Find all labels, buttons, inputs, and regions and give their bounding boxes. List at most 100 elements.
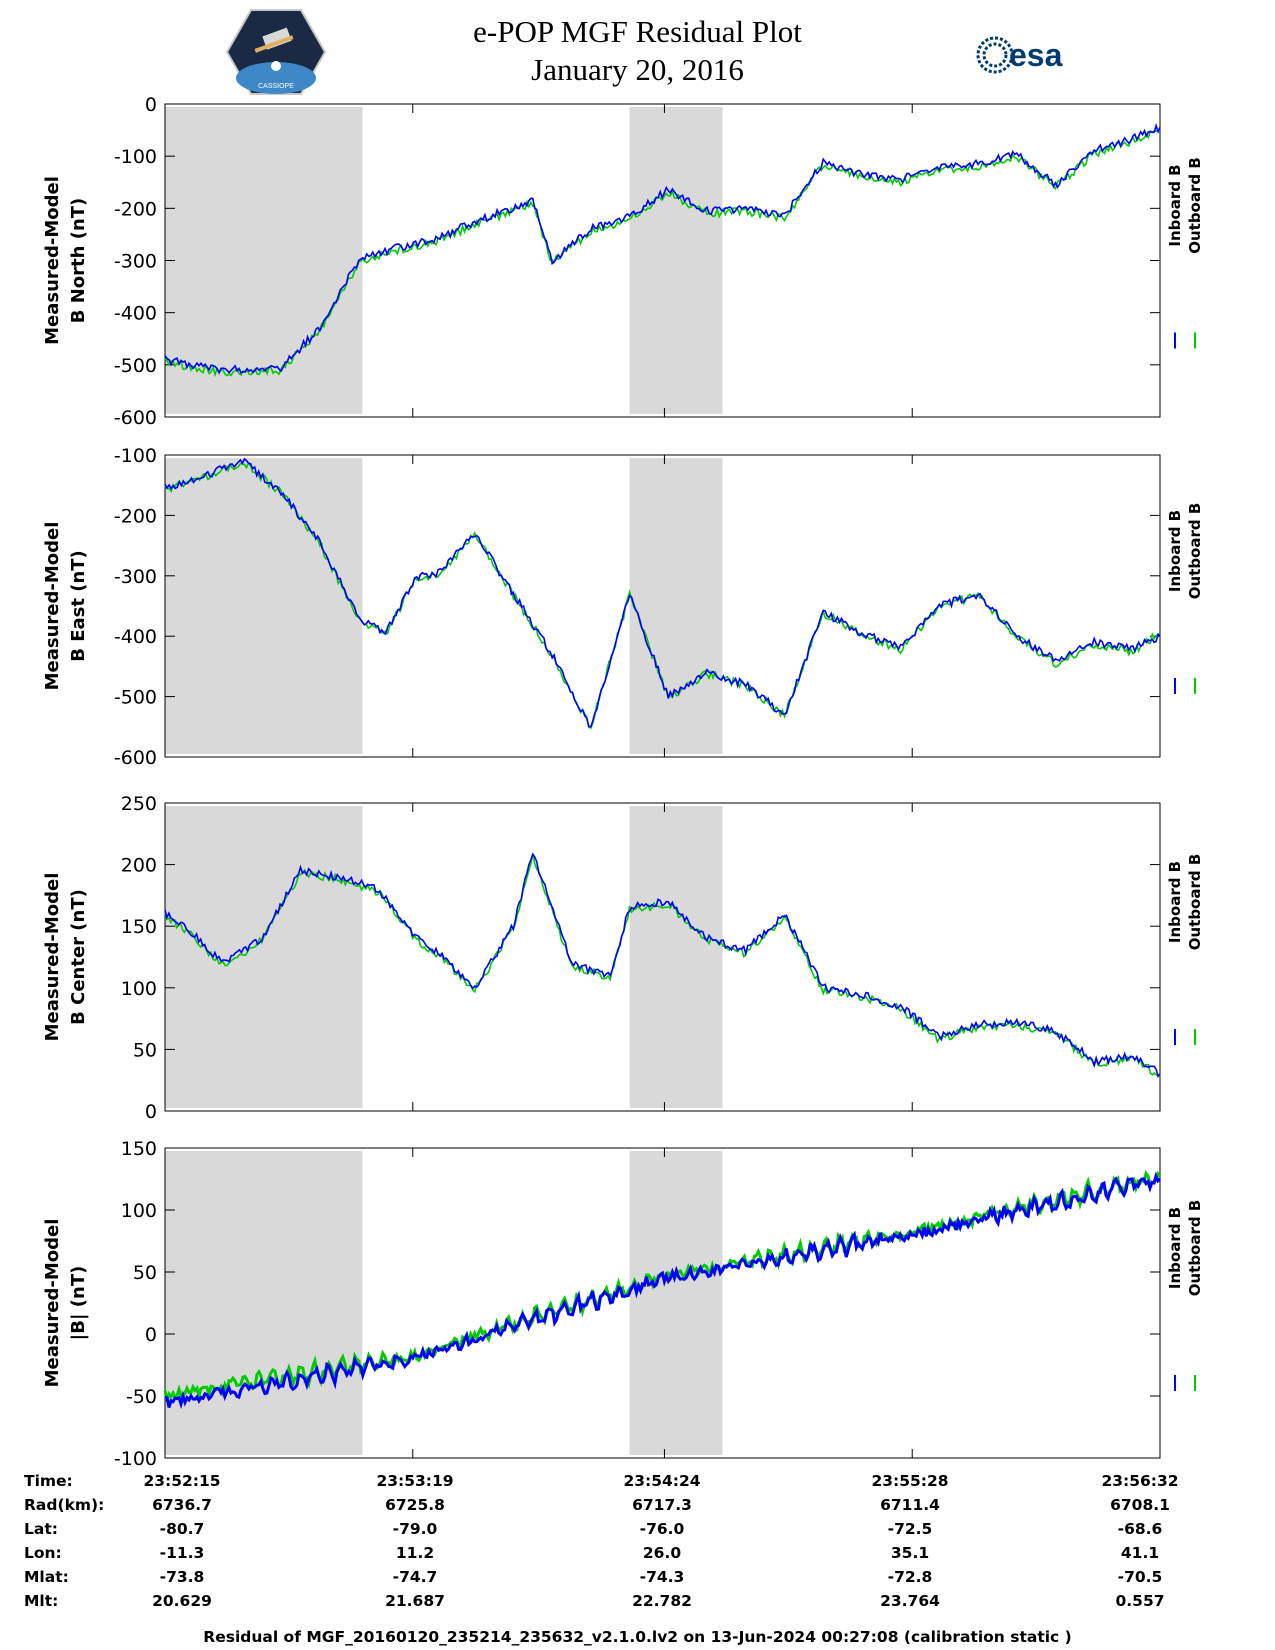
- footer-note: Residual of MGF_20160120_235214_235632_v…: [203, 1628, 1072, 1646]
- shaded-interval: [629, 107, 723, 414]
- y-axis-label: Measured-Model: [42, 176, 63, 345]
- plot-frame: [164, 1147, 1161, 1459]
- y-tick-label: 100: [121, 978, 157, 1000]
- shaded-interval: [165, 107, 363, 414]
- footer-cell: -72.5: [887, 1520, 933, 1538]
- footer-cell: 20.629: [152, 1592, 212, 1610]
- footer-cell: 41.1: [1120, 1544, 1160, 1562]
- series-line-outboard: [164, 129, 1161, 378]
- cassiope-logo-text: CASSIOPE: [258, 83, 294, 90]
- footer-cell: -73.8: [159, 1568, 205, 1586]
- y-tick-label: -100: [114, 1448, 157, 1470]
- y-tick-label: -600: [114, 747, 157, 769]
- y-tick-label: -400: [114, 303, 157, 325]
- legend-label-outboard: Outboard B: [1186, 157, 1204, 254]
- y-axis-label: Measured-Model: [42, 522, 63, 691]
- shaded-interval: [165, 1151, 363, 1455]
- y-tick-label: -200: [114, 505, 157, 527]
- footer-cell: -11.3: [159, 1544, 205, 1562]
- footer-cell: 23.764: [880, 1592, 940, 1610]
- y-tick-label: -600: [114, 407, 157, 429]
- chart-title-line2: January 20, 2016: [531, 52, 744, 87]
- footer-cell: -74.7: [392, 1568, 438, 1586]
- footer-cell: 6725.8: [385, 1496, 445, 1514]
- y-tick-label: -50: [126, 1386, 157, 1408]
- footer-row-label: Mlat:: [24, 1568, 69, 1586]
- shaded-interval: [165, 806, 363, 1108]
- y-tick-label: 0: [145, 1324, 157, 1346]
- footer-row-label: Mlt:: [24, 1592, 59, 1610]
- y-tick-label: -100: [114, 445, 157, 467]
- series-line-outboard: [164, 853, 1161, 1078]
- legend-label-inboard: Inboard B: [1166, 164, 1184, 246]
- footer-cell: -79.0: [392, 1520, 438, 1538]
- y-tick-label: 100: [121, 1200, 157, 1222]
- footer-cell: 6708.1: [1110, 1496, 1170, 1514]
- footer-cell: 23:54:24: [623, 1472, 701, 1490]
- y-tick-label: 0: [145, 1101, 157, 1123]
- y-tick-label: -300: [114, 251, 157, 273]
- footer-row-label: Lat:: [24, 1520, 58, 1538]
- footer-cell: 35.1: [890, 1544, 930, 1562]
- legend-label-outboard: Outboard B: [1186, 503, 1204, 600]
- plot-frame: [164, 802, 1161, 1112]
- series-line-inboard: [164, 122, 1161, 375]
- footer-cell: -68.6: [1117, 1520, 1163, 1538]
- y-tick-label: 50: [133, 1039, 157, 1061]
- y-axis-label: B East (nT): [68, 550, 89, 662]
- esa-logo: esa: [976, 36, 1063, 74]
- shaded-interval: [629, 1151, 723, 1455]
- footer-row-label: Time:: [24, 1472, 73, 1490]
- y-tick-label: -400: [114, 626, 157, 648]
- footer-row-label: Rad(km):: [24, 1496, 105, 1514]
- y-tick-label: -100: [114, 146, 157, 168]
- legend-label-inboard: Inboard B: [1166, 861, 1184, 943]
- footer-cell: 22.782: [632, 1592, 692, 1610]
- y-axis-label: Measured-Model: [42, 1219, 63, 1388]
- legend-label-outboard: Outboard B: [1186, 854, 1204, 951]
- footer-cell: 23:52:15: [143, 1472, 221, 1490]
- chart-title-line1: e-POP MGF Residual Plot: [473, 14, 802, 49]
- footer-cell: 23:55:28: [871, 1472, 949, 1490]
- legend-label-inboard: Inboard B: [1166, 1207, 1184, 1289]
- y-tick-label: -500: [114, 355, 157, 377]
- footer-cell: -74.3: [639, 1568, 685, 1586]
- footer-cell: -70.5: [1117, 1568, 1163, 1586]
- footer-cell: 23:56:32: [1101, 1472, 1179, 1490]
- y-axis-label: B Center (nT): [68, 889, 89, 1025]
- y-axis-label: |B| (nT): [68, 1266, 89, 1341]
- y-tick-label: -200: [114, 198, 157, 220]
- y-axis-label: Measured-Model: [42, 873, 63, 1042]
- shaded-interval: [629, 806, 723, 1108]
- shaded-interval: [629, 458, 723, 754]
- y-tick-label: -300: [114, 566, 157, 588]
- y-tick-label: 50: [133, 1262, 157, 1284]
- footer-cell: -76.0: [639, 1520, 685, 1538]
- footer-cell: 26.0: [642, 1544, 682, 1562]
- cassiope-logo: CASSIOPE: [226, 9, 326, 95]
- footer-cell: 23:53:19: [376, 1472, 454, 1490]
- footer-cell: 11.2: [395, 1544, 435, 1562]
- footer-cell: 21.687: [385, 1592, 445, 1610]
- y-tick-label: 150: [121, 1138, 157, 1160]
- y-tick-label: 150: [121, 916, 157, 938]
- series-line-inboard: [164, 852, 1161, 1078]
- footer-cell: 6711.4: [880, 1496, 940, 1514]
- footer-cell: -72.8: [887, 1568, 933, 1586]
- footer-cell: 6736.7: [152, 1496, 212, 1514]
- esa-logo-text: esa: [1009, 37, 1063, 73]
- y-axis-label: B North (nT): [68, 198, 89, 324]
- footer-cell: -80.7: [159, 1520, 205, 1538]
- y-tick-label: 200: [121, 855, 157, 877]
- footer-cell: 0.557: [1115, 1592, 1165, 1610]
- legend-label-outboard: Outboard B: [1186, 1200, 1204, 1297]
- y-tick-label: 0: [145, 94, 157, 116]
- footer-cell: 6717.3: [632, 1496, 692, 1514]
- footer-row-label: Lon:: [24, 1544, 62, 1562]
- plot-frame: [164, 454, 1161, 758]
- series-line-inboard: [164, 457, 1161, 728]
- y-tick-label: 250: [121, 793, 157, 815]
- shaded-interval: [165, 458, 363, 754]
- series-line-inboard: [164, 1171, 1162, 1410]
